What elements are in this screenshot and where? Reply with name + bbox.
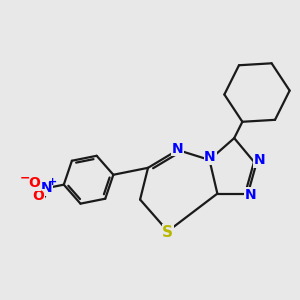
Text: +: + [48, 177, 58, 187]
Text: N: N [244, 188, 256, 202]
Text: N: N [172, 142, 184, 155]
Text: O: O [32, 189, 44, 203]
Text: N: N [254, 153, 265, 167]
Text: −: − [19, 172, 30, 185]
Text: S: S [162, 225, 173, 240]
Text: O: O [28, 176, 40, 190]
Text: N: N [204, 150, 216, 164]
Text: N: N [40, 181, 52, 195]
